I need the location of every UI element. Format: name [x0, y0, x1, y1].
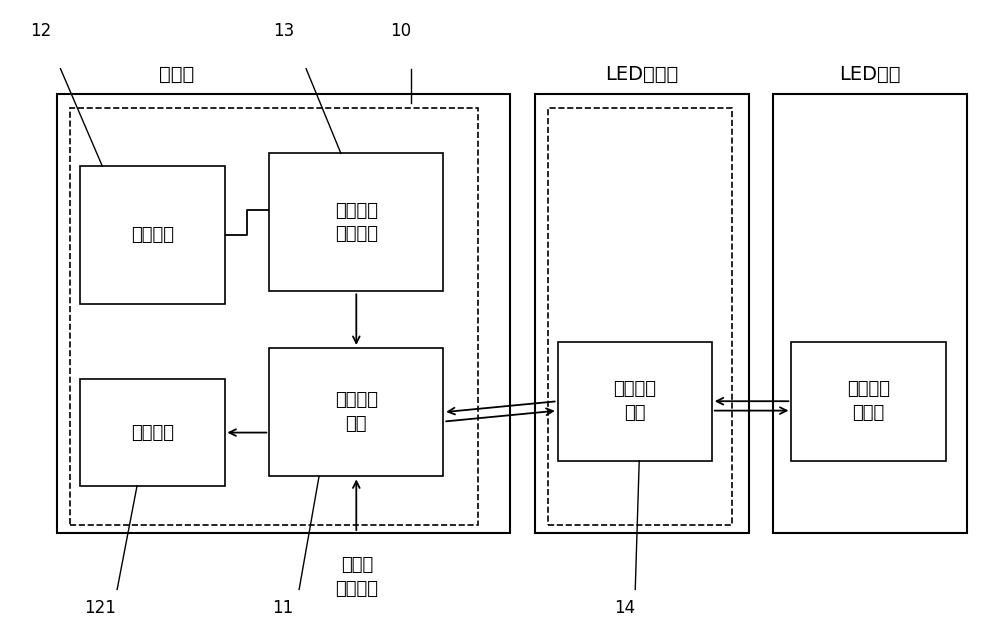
- Bar: [269, 153, 443, 291]
- Text: 14: 14: [614, 599, 635, 617]
- Bar: [791, 342, 946, 461]
- Bar: [548, 108, 732, 525]
- Bar: [773, 94, 967, 533]
- Text: 非易失性
存储器: 非易失性 存储器: [847, 380, 890, 422]
- Text: 随机数据
生成模块: 随机数据 生成模块: [335, 201, 378, 243]
- Bar: [269, 348, 443, 477]
- Text: 亮色度
校正系数: 亮色度 校正系数: [335, 556, 378, 598]
- Text: 12: 12: [30, 22, 51, 40]
- Text: 10: 10: [390, 22, 411, 40]
- Bar: [558, 342, 712, 461]
- Bar: [57, 94, 510, 533]
- Text: 13: 13: [274, 22, 295, 40]
- Bar: [80, 166, 225, 304]
- Text: 数据读写
模块: 数据读写 模块: [613, 380, 656, 422]
- Text: 11: 11: [273, 599, 294, 617]
- Text: LED灯板: LED灯板: [839, 65, 901, 84]
- Bar: [70, 108, 478, 525]
- Bar: [535, 94, 749, 533]
- Text: 121: 121: [84, 599, 116, 617]
- Text: 校验模块: 校验模块: [131, 226, 174, 244]
- Text: 上位机: 上位机: [159, 65, 194, 84]
- Text: 数据收发
模块: 数据收发 模块: [335, 391, 378, 433]
- Text: 比较模块: 比较模块: [131, 423, 174, 442]
- Text: LED控制卡: LED控制卡: [606, 65, 679, 84]
- Bar: [80, 379, 225, 486]
